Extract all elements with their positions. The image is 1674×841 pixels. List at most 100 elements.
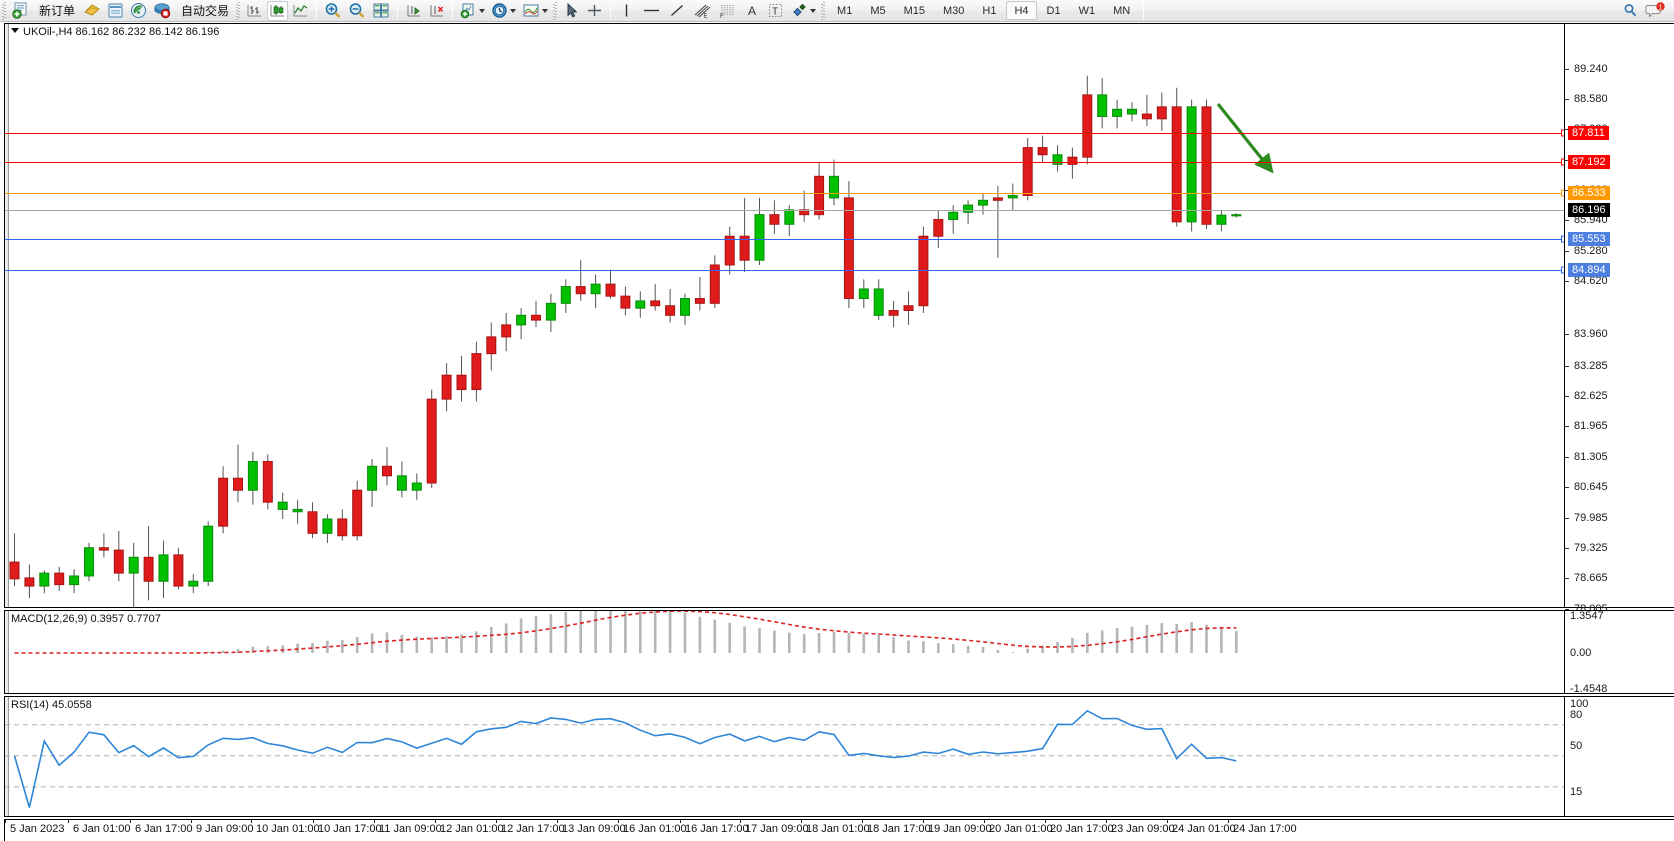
candle-body[interactable] [1201, 106, 1212, 225]
candle-body[interactable] [501, 324, 512, 338]
pivot-tag[interactable]: 86.533 [1568, 186, 1610, 200]
candle-body[interactable] [963, 204, 974, 213]
macd-scale[interactable]: 1.3547 0.00 -1.4548 [1564, 610, 1674, 695]
resistance-line-1-anchor[interactable] [1561, 158, 1564, 166]
candle-body[interactable] [1156, 106, 1167, 120]
pivot-line-anchor[interactable] [1561, 189, 1564, 197]
candle-body[interactable] [471, 353, 482, 391]
timeframe-m5[interactable]: M5 [870, 4, 886, 17]
candle-body[interactable] [1097, 94, 1108, 117]
candle-body[interactable] [1022, 147, 1033, 197]
candle-body[interactable] [784, 209, 795, 225]
candle-body[interactable] [665, 305, 676, 316]
candle-body[interactable] [39, 572, 50, 587]
resistance-line-1[interactable] [5, 162, 1564, 163]
candle-body[interactable] [858, 288, 869, 300]
rsi-plot[interactable] [5, 697, 1564, 816]
candle-body[interactable] [1216, 214, 1227, 225]
zoom-out-button[interactable] [346, 1, 368, 21]
text-label-button[interactable]: T [765, 1, 786, 21]
candle-body[interactable] [337, 518, 348, 537]
candle-body[interactable] [218, 477, 229, 527]
candle-body[interactable] [1112, 108, 1123, 117]
candle-body[interactable] [1052, 154, 1063, 165]
candle-body[interactable] [1231, 214, 1242, 217]
auto-scroll-button[interactable] [426, 1, 447, 21]
candle-body[interactable] [1037, 147, 1048, 156]
support-line-2[interactable] [5, 270, 1564, 271]
candle-body[interactable] [545, 302, 556, 321]
trendline-button[interactable] [666, 1, 688, 21]
price-pane-grip[interactable] [5, 24, 9, 607]
candle-body[interactable] [277, 501, 288, 510]
candle-body[interactable] [709, 264, 720, 304]
candle-body[interactable] [1007, 195, 1018, 199]
timeframe-h4[interactable]: H4 [1006, 1, 1037, 20]
autotrading-label-button[interactable]: 自动交易 [175, 1, 233, 21]
macd-pane[interactable]: MACD(12,26,9) 0.3957 0.7707 1.3547 0.00 -1… [4, 610, 1674, 695]
candle-body[interactable] [1186, 106, 1197, 223]
candle-body[interactable] [531, 314, 541, 321]
search-button[interactable] [1620, 1, 1641, 21]
candle-body[interactable] [54, 572, 65, 586]
metaeditor-button[interactable] [81, 1, 103, 21]
rsi-pane[interactable]: RSI(14) 45.0558 100 80 50 15 [4, 696, 1674, 817]
candle-body[interactable] [799, 209, 810, 216]
candle-body[interactable] [575, 286, 586, 295]
candle-body[interactable] [635, 300, 646, 309]
candle-body[interactable] [233, 477, 243, 491]
candle-body[interactable] [694, 298, 705, 304]
candle-body[interactable] [292, 508, 303, 513]
candle-body[interactable] [680, 298, 690, 316]
candle-body[interactable] [978, 199, 988, 206]
candle-body[interactable] [486, 336, 497, 355]
candle-body[interactable] [84, 547, 94, 577]
main-toolbar[interactable]: 新订单 自动交易 [0, 0, 1674, 22]
time-axis[interactable]: 5 Jan 2023 6 Jan 01:00 6 Jan 17:00 9 Jan 09… [4, 819, 1674, 841]
candle-body[interactable] [620, 295, 631, 309]
resistance-2-tag[interactable]: 87.811 [1568, 126, 1609, 140]
candle-body[interactable] [158, 554, 169, 582]
candle-body[interactable] [888, 310, 899, 316]
pivot-line[interactable] [5, 193, 1564, 194]
candle-body[interactable] [1127, 108, 1137, 115]
indicators-button[interactable] [458, 1, 487, 21]
candle-body[interactable] [352, 489, 363, 537]
support-line-1-anchor[interactable] [1561, 235, 1564, 243]
resistance-line-2[interactable] [5, 133, 1564, 134]
autotrading-button[interactable] [151, 1, 173, 21]
candle-body[interactable] [754, 214, 765, 261]
rsi-pane-grip[interactable] [5, 697, 9, 816]
timeframe-m15[interactable]: M15 [903, 4, 925, 17]
toolbar-grip-4[interactable] [820, 1, 827, 20]
candle-body[interactable] [247, 460, 258, 491]
zoom-in-button[interactable] [322, 1, 344, 21]
macd-pane-grip[interactable] [5, 611, 9, 693]
support-line-2-anchor[interactable] [1561, 266, 1564, 274]
line-chart-button[interactable] [290, 1, 311, 21]
price-pane[interactable]: UKOil-,H4 86.162 86.232 86.142 86.196 [4, 23, 1674, 645]
candle-body[interactable] [367, 465, 378, 491]
price-scale[interactable]: 89.24088.58087.92087.26086.60085.94085.2… [1564, 24, 1674, 645]
chart-menu-triangle-icon[interactable] [11, 28, 19, 33]
candlestick-chart-button[interactable] [267, 0, 289, 21]
horizontal-line-button[interactable] [639, 1, 664, 21]
templates-caret-icon[interactable] [542, 8, 549, 13]
candle-body[interactable] [560, 286, 571, 304]
candle-body[interactable] [739, 235, 750, 261]
data-window-button[interactable] [105, 1, 126, 21]
rsi-scale[interactable]: 100 80 50 15 [1564, 697, 1674, 816]
candle-body[interactable] [441, 374, 452, 400]
candle-body[interactable] [322, 518, 333, 534]
candle-body[interactable] [769, 214, 780, 225]
candle-body[interactable] [590, 283, 601, 295]
crosshair-button[interactable] [584, 1, 605, 21]
candle-body[interactable] [411, 482, 422, 491]
indicators-caret-icon[interactable] [479, 8, 486, 13]
fibonacci-button[interactable]: F [716, 1, 740, 21]
navigator-button[interactable] [128, 1, 149, 21]
current-price-tag[interactable]: 86.196 [1568, 203, 1610, 217]
tile-windows-button[interactable] [370, 1, 392, 21]
objects-caret-icon[interactable] [810, 8, 817, 13]
candle-body[interactable] [143, 556, 154, 582]
